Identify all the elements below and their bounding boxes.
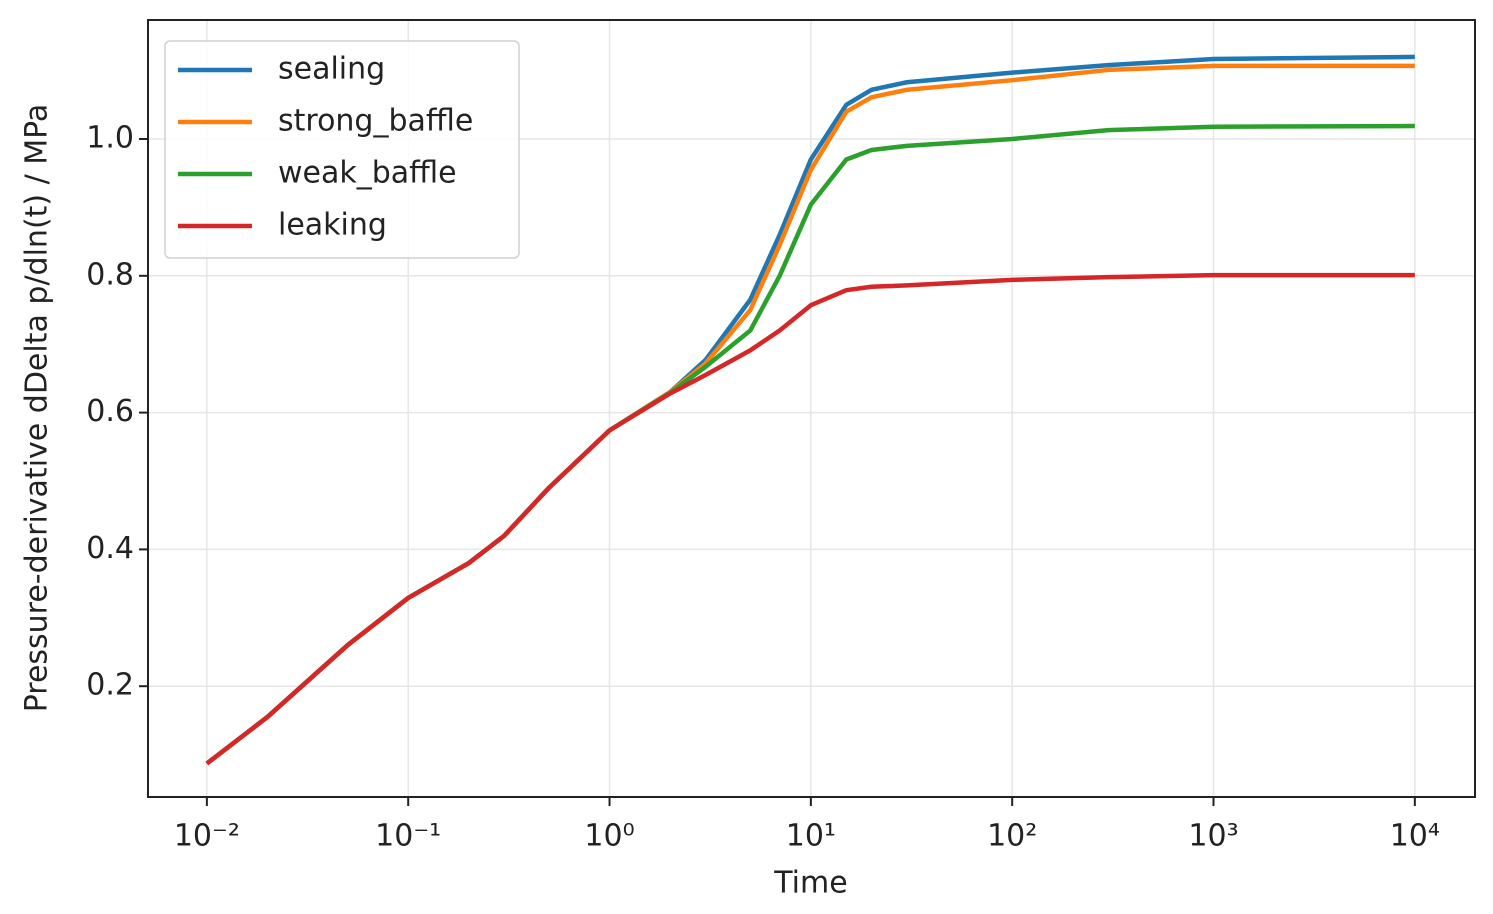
y-tick-label: 0.6 [86, 394, 134, 429]
y-tick-label: 0.2 [86, 668, 134, 703]
legend-label: weak_baffle [278, 156, 457, 191]
y-axis-label: Pressure-derivative dDelta p/dln(t) / MP… [20, 104, 55, 713]
x-tick-label: 10⁴ [1390, 819, 1440, 854]
x-axis-label: Time [773, 866, 847, 901]
data-line [205, 272, 1415, 766]
x-tick-label: 10² [987, 819, 1037, 854]
legend-box [164, 40, 520, 259]
y-tick-label: 1.0 [86, 121, 134, 156]
y-tick-label: 0.8 [86, 257, 134, 292]
x-tick-label: 10¹ [786, 819, 836, 854]
legend-label: leaking [278, 208, 387, 243]
y-tick-label: 0.4 [86, 531, 134, 566]
x-tick-label: 10⁰ [584, 819, 634, 854]
legend-label: strong_baffle [278, 104, 473, 139]
x-tick-label: 10⁻¹ [375, 819, 441, 854]
legend-label: sealing [278, 52, 385, 87]
x-tick-label: 10⁻² [174, 819, 240, 854]
plot-frame [147, 19, 1476, 798]
x-tick-label: 10³ [1188, 819, 1238, 854]
